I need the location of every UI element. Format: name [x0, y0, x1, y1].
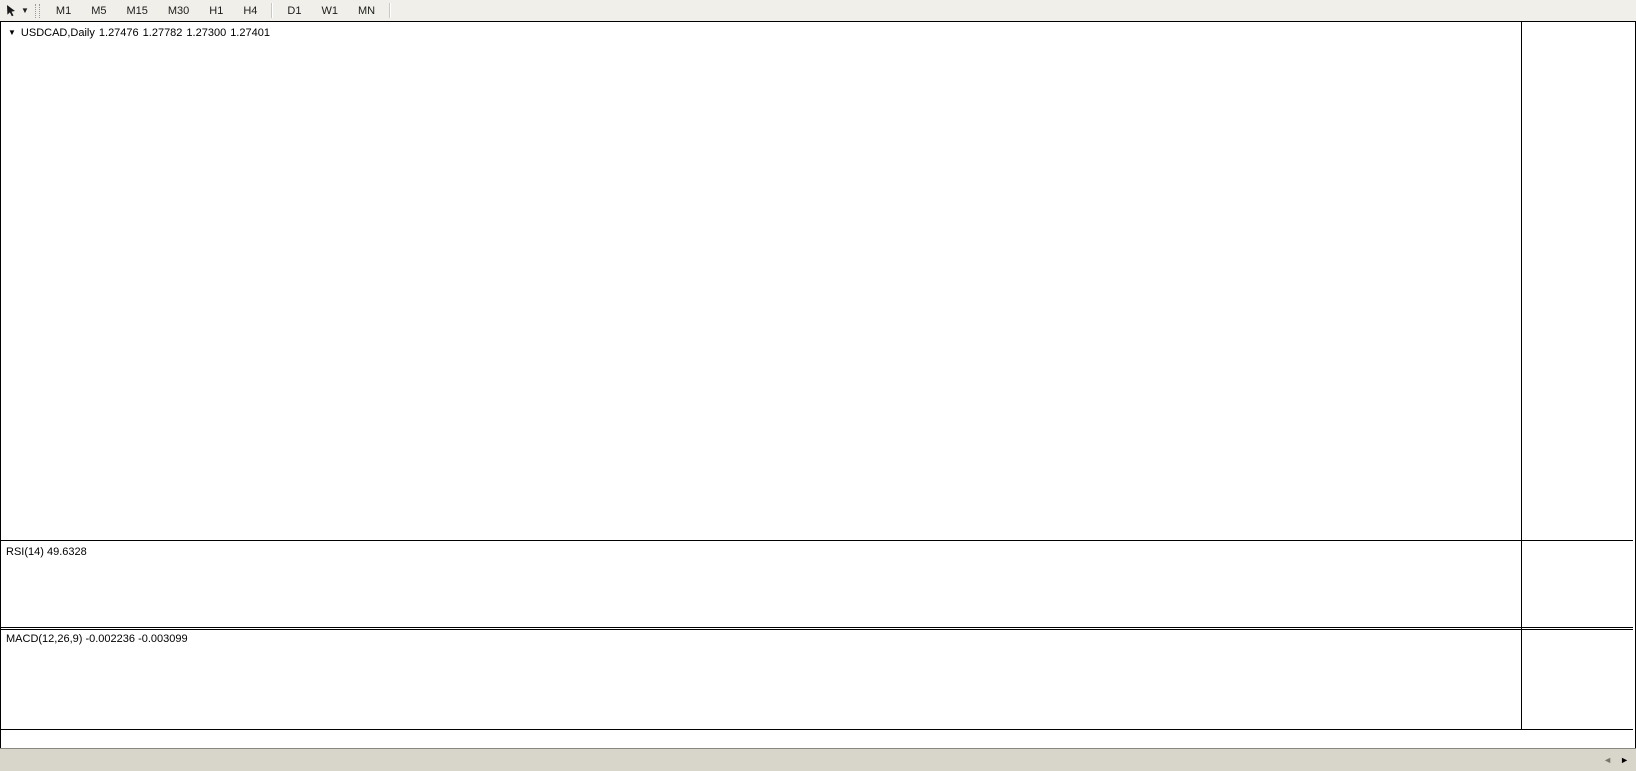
chart-window: ▼ USDCAD,Daily 1.27476 1.27782 1.27300 1.2740… — [0, 21, 1636, 749]
pane-divider[interactable] — [1, 540, 1633, 541]
ohlc-high: 1.27782 — [142, 27, 183, 39]
toolbar-separator — [389, 3, 392, 18]
timeframe-m30-button[interactable]: M30 — [158, 2, 199, 20]
timeframe-m1-button[interactable]: M1 — [46, 2, 81, 20]
macd-indicator-label: MACD(12,26,9) -0.002236 -0.003099 — [6, 633, 188, 645]
price-chart-canvas[interactable] — [1, 22, 1521, 540]
timeframe-h4-button[interactable]: H4 — [233, 2, 267, 20]
ohlc-low: 1.27300 — [186, 27, 227, 39]
pane-divider — [1, 629, 1633, 630]
chart-menu-icon[interactable]: ▼ — [8, 28, 16, 37]
timeframe-mn-button[interactable]: MN — [348, 2, 385, 20]
symbol-label: USDCAD,Daily — [20, 27, 95, 39]
timeframe-toolbar: ▼ M1 M5 M15 M30 H1 H4 D1 W1 MN — [0, 0, 1636, 22]
toolbar-grip[interactable] — [34, 3, 40, 18]
timeframe-w1-button[interactable]: W1 — [311, 2, 348, 20]
pane-divider — [1, 729, 1633, 730]
ohlc-close: 1.27401 — [230, 27, 270, 39]
timeframe-h1-button[interactable]: H1 — [199, 2, 233, 20]
tool-dropdown-icon[interactable]: ▼ — [21, 6, 29, 15]
timeframe-d1-button[interactable]: D1 — [277, 2, 311, 20]
toolbar-separator — [271, 3, 274, 18]
rsi-pane-canvas[interactable] — [1, 543, 1521, 627]
rsi-indicator-label: RSI(14) 49.6328 — [6, 546, 87, 558]
date-axis[interactable] — [1, 731, 1633, 748]
chart-title: ▼ USDCAD,Daily 1.27476 1.27782 1.27300 1.2740… — [8, 27, 274, 39]
macd-pane-canvas[interactable] — [1, 630, 1521, 729]
ohlc-open: 1.27476 — [98, 27, 139, 39]
timeframe-m5-button[interactable]: M5 — [81, 2, 116, 20]
pane-divider[interactable] — [1, 627, 1633, 628]
crosshair-tool-icon[interactable] — [4, 3, 20, 18]
tabs-scroll-left-icon[interactable]: ◄ — [1603, 755, 1613, 765]
price-scale-border — [1521, 22, 1522, 729]
macd-scale — [1522, 22, 1633, 729]
tabs-scroll-arrows: ◄ ► — [1593, 749, 1633, 771]
timeframe-m15-button[interactable]: M15 — [116, 2, 157, 20]
chart-tabs-bar: ◄ ► — [0, 748, 1636, 771]
tabs-scroll-right-icon[interactable]: ► — [1620, 755, 1629, 765]
